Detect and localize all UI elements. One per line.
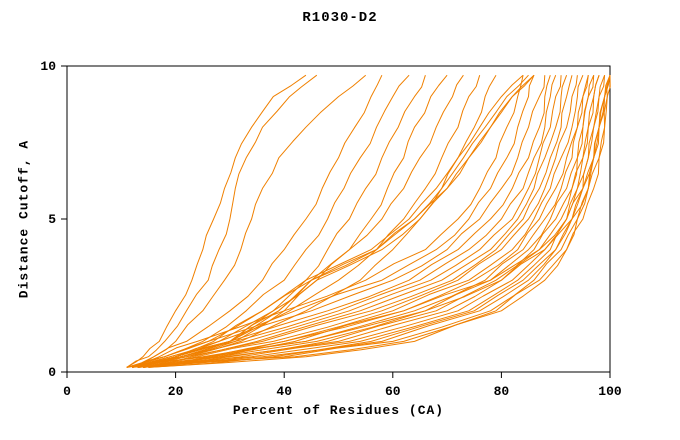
series-line bbox=[137, 75, 600, 368]
series-line bbox=[132, 75, 546, 368]
x-tick-label: 80 bbox=[494, 384, 510, 399]
series-line bbox=[148, 75, 611, 368]
series-line bbox=[132, 74, 367, 368]
series-line bbox=[132, 74, 524, 368]
series-line bbox=[126, 74, 307, 368]
y-tick-label: 0 bbox=[48, 365, 56, 380]
x-tick-label: 20 bbox=[168, 384, 184, 399]
series-line bbox=[137, 74, 497, 368]
x-tick-label: 0 bbox=[63, 384, 71, 399]
series-line bbox=[131, 75, 535, 368]
series-line bbox=[126, 74, 383, 368]
series-line bbox=[137, 74, 535, 368]
series-line bbox=[142, 75, 611, 368]
series-line bbox=[126, 75, 611, 368]
series-line bbox=[142, 75, 573, 368]
x-axis-label: Percent of Residues (CA) bbox=[232, 403, 445, 418]
x-tick-label: 60 bbox=[385, 384, 401, 399]
series-line bbox=[142, 75, 578, 368]
series-line bbox=[142, 75, 606, 368]
series-line bbox=[148, 75, 589, 368]
series-line bbox=[132, 75, 426, 368]
series-line bbox=[137, 75, 562, 368]
y-tick-label: 10 bbox=[40, 59, 56, 74]
series-line bbox=[137, 75, 611, 368]
series-line bbox=[126, 75, 524, 368]
series-line bbox=[132, 74, 535, 368]
series-line bbox=[137, 75, 551, 368]
y-axis-label: Distance Cutoff, A bbox=[16, 139, 32, 299]
series-line bbox=[132, 75, 611, 368]
x-tick-label: 40 bbox=[276, 384, 292, 399]
series-line bbox=[131, 74, 410, 368]
series-line bbox=[137, 75, 606, 368]
y-tick-label: 5 bbox=[48, 212, 56, 227]
series-line bbox=[132, 75, 557, 368]
series-line bbox=[137, 75, 568, 368]
series-line bbox=[132, 74, 529, 368]
x-tick-label: 100 bbox=[598, 384, 622, 399]
series-line bbox=[126, 74, 318, 368]
series-line bbox=[142, 75, 584, 368]
series-line bbox=[142, 75, 595, 368]
chart-title: R1030-D2 bbox=[302, 10, 378, 26]
